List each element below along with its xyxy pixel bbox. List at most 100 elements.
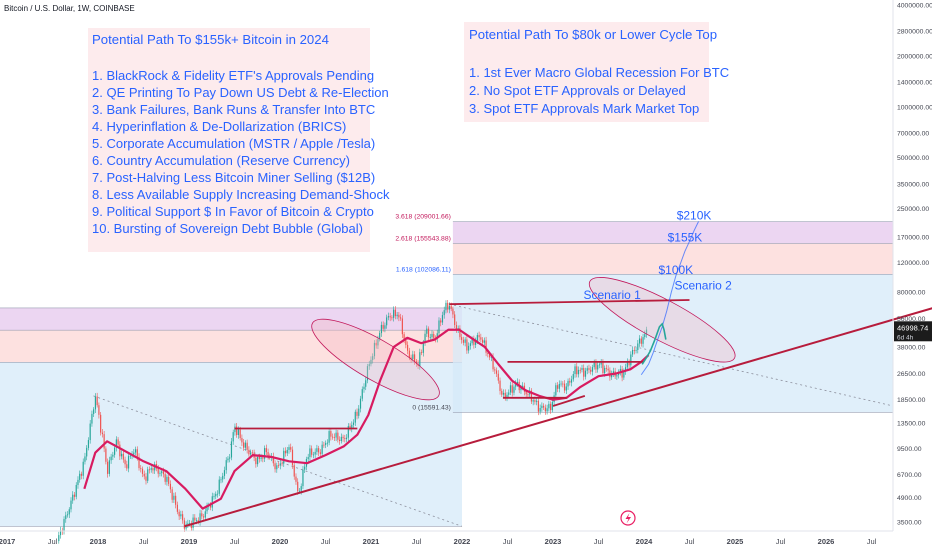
candle-body xyxy=(188,523,191,524)
candle-body xyxy=(387,316,390,318)
candle-body xyxy=(621,368,623,378)
scenario-label: Scenario 1 xyxy=(583,288,641,302)
candle-body xyxy=(511,385,513,393)
candle-body xyxy=(209,505,212,508)
candle-body xyxy=(509,385,512,393)
candle-body xyxy=(265,448,267,453)
candle-body xyxy=(398,314,400,318)
candle-body xyxy=(211,496,213,508)
candle-body xyxy=(197,520,199,522)
candle-body xyxy=(429,337,431,338)
x-axis-tick-label: Jul xyxy=(776,537,786,546)
candle-body xyxy=(162,471,165,475)
price-target-label: $155K xyxy=(668,231,703,245)
candle-body xyxy=(340,436,342,441)
y-axis-tick-label: 3500.00 xyxy=(897,520,922,527)
candle-body xyxy=(466,339,468,351)
candle-body xyxy=(452,308,454,315)
candle-body xyxy=(406,344,409,351)
candle-body xyxy=(581,368,583,370)
candle-body xyxy=(520,387,522,391)
candle-body xyxy=(633,349,635,351)
candle-body xyxy=(368,364,370,367)
candle-body xyxy=(590,369,592,372)
lightning-icon[interactable] xyxy=(620,510,636,526)
candle-body xyxy=(122,453,124,460)
fib-zone xyxy=(0,307,463,331)
x-axis-tick-label: 2023 xyxy=(545,537,562,546)
candle-body xyxy=(563,383,566,391)
candle-body xyxy=(220,479,222,481)
candle-body xyxy=(309,448,311,458)
candle-body xyxy=(560,383,562,385)
candle-body xyxy=(485,340,487,353)
candle-body xyxy=(302,469,304,487)
candle-body xyxy=(152,468,154,471)
candle-body xyxy=(597,365,599,370)
candle-body xyxy=(276,465,278,470)
candle-body xyxy=(115,439,117,448)
dotted-line xyxy=(449,303,894,407)
candle-body xyxy=(408,350,410,358)
right-annotation-box: Potential Path To $80k or Lower Cycle To… xyxy=(469,27,729,116)
candle-body xyxy=(93,409,95,414)
candle-body xyxy=(190,523,192,528)
candle-body xyxy=(481,339,484,343)
candle-body xyxy=(420,352,423,354)
candle-body xyxy=(89,423,91,441)
candle-body xyxy=(304,466,306,470)
candle-body xyxy=(300,486,302,491)
candle-body xyxy=(230,441,233,458)
fib-level-label: 3.618 (209001.66) xyxy=(395,214,451,221)
candle-body xyxy=(539,407,541,412)
candle-body xyxy=(323,444,325,446)
candle-body xyxy=(558,383,560,389)
left-box-item: 1. BlackRock & Fidelity ETF's Approvals … xyxy=(92,68,374,83)
fib-zone xyxy=(452,221,893,244)
candle-body xyxy=(77,479,79,485)
fib-zone xyxy=(452,243,893,275)
candle-body xyxy=(328,431,330,443)
candle-body xyxy=(394,309,396,317)
y-axis-tick-label: 2000000.00 xyxy=(897,53,932,60)
candle-body xyxy=(202,516,205,518)
candle-body xyxy=(82,461,84,476)
y-axis-tick-label: 350000.00 xyxy=(897,181,929,188)
candle-body xyxy=(227,458,229,461)
candle-body xyxy=(468,345,470,351)
candle-body xyxy=(386,317,388,326)
left-box-item: 9. Political Support $ In Favor of Bitco… xyxy=(92,204,374,219)
y-axis-tick-label: 4000000.00 xyxy=(897,3,932,10)
candle-body xyxy=(216,493,219,495)
candle-body xyxy=(415,361,417,364)
candle-body xyxy=(107,461,109,474)
candle-body xyxy=(232,432,234,442)
candle-body xyxy=(307,457,309,460)
candle-body xyxy=(171,489,173,500)
candle-body xyxy=(623,371,625,378)
candle-body xyxy=(536,400,538,402)
candle-body xyxy=(612,371,614,374)
candle-body xyxy=(631,349,634,355)
candle-body xyxy=(438,320,440,334)
candle-body xyxy=(126,464,128,469)
candle-body xyxy=(75,484,77,497)
candle-body xyxy=(272,456,274,464)
x-axis-tick-label: Jul xyxy=(139,537,149,546)
candle-body xyxy=(570,379,573,383)
candle-body xyxy=(59,530,62,536)
candle-body xyxy=(628,361,630,366)
candle-body xyxy=(644,334,646,338)
candle-body xyxy=(464,339,466,343)
projection-path xyxy=(640,221,700,376)
candle-body xyxy=(311,448,313,455)
candle-body xyxy=(225,460,227,471)
resistance-line xyxy=(449,299,690,306)
candle-body xyxy=(342,436,344,439)
candle-body xyxy=(375,342,377,346)
candle-body xyxy=(586,368,588,371)
y-axis-tick-label: 2800000.00 xyxy=(897,29,932,36)
candle-body xyxy=(194,517,196,521)
candle-body xyxy=(389,316,391,318)
